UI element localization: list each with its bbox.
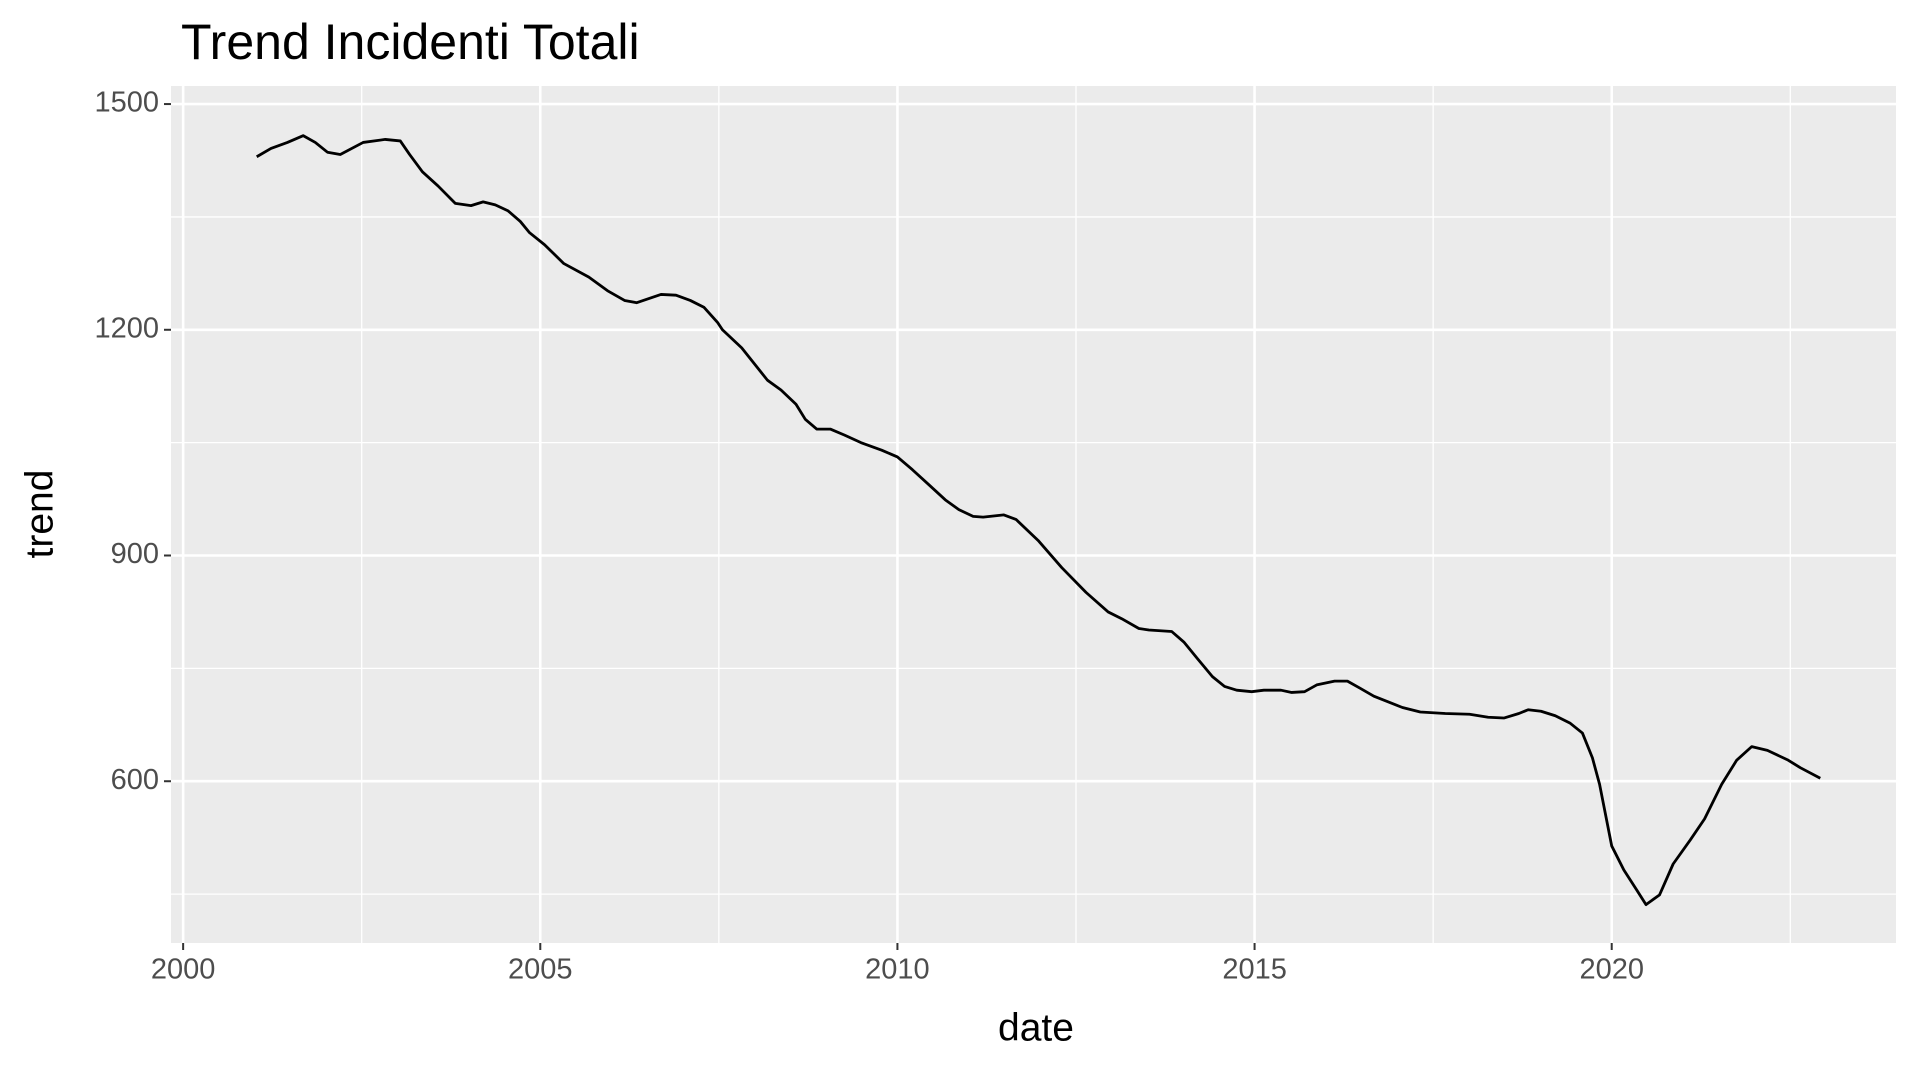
y-tick-label: 1500 — [94, 87, 159, 119]
y-tick-label: 1200 — [94, 312, 159, 344]
y-tick-label: 900 — [111, 538, 159, 570]
x-tick-label: 2010 — [865, 954, 930, 986]
x-tick-label: 2005 — [508, 954, 573, 986]
trend-line — [256, 134, 1821, 907]
x-tick-label: 2000 — [151, 954, 216, 986]
panel — [171, 86, 1896, 943]
chart-title: Trend Incidenti Totali — [181, 14, 640, 70]
y-tick-label: 600 — [111, 764, 159, 796]
y-axis-title: trend — [18, 470, 61, 559]
x-tick-label: 2020 — [1579, 954, 1644, 986]
x-axis-title: date — [998, 1006, 1074, 1049]
x-tick-label: 2015 — [1222, 954, 1287, 986]
